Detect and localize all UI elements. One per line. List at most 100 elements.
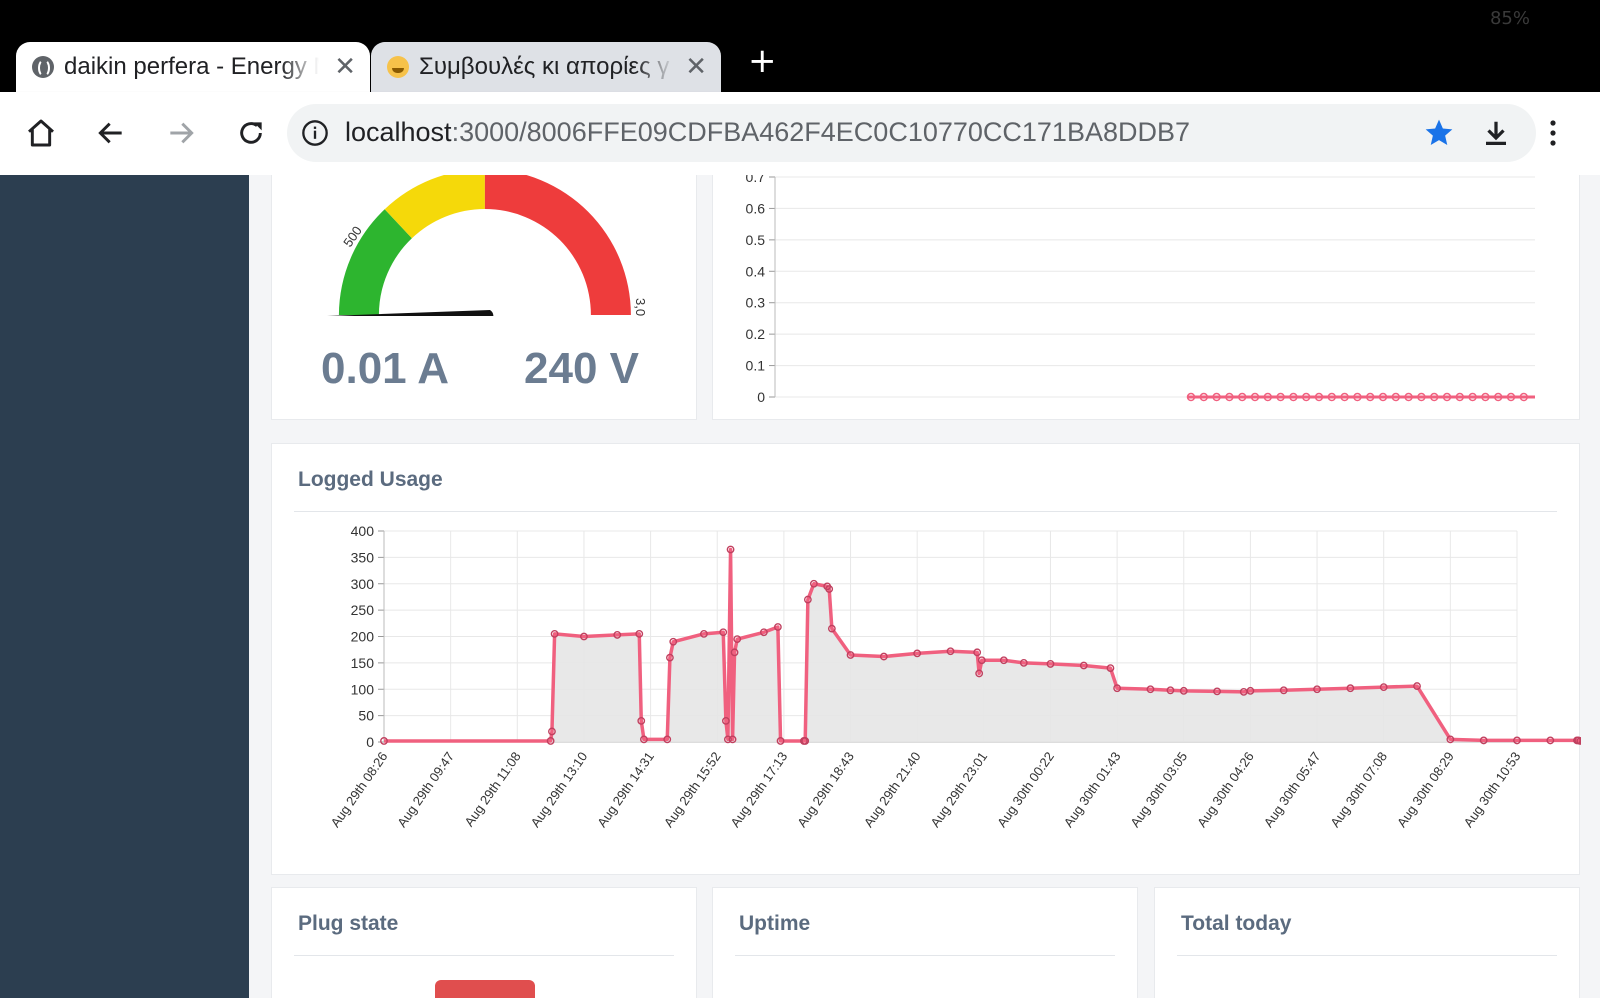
data-point [1186, 392, 1196, 402]
url-text[interactable]: localhost:3000/8006FFE09CDFBA462F4EC0C10… [345, 117, 1190, 148]
gauge-arc-green [338, 209, 412, 315]
gauge-needle [327, 310, 494, 316]
card-title: Total today [1181, 912, 1292, 935]
x-tick-label: Aug 30th 05:47 [1261, 749, 1324, 830]
new-tab-button[interactable]: + [748, 41, 777, 81]
data-point [730, 648, 739, 657]
x-tick-label: Aug 30th 08:29 [1394, 749, 1457, 830]
y-tick-label: 0.6 [746, 200, 766, 216]
x-tick-label: Aug 30th 03:05 [1127, 749, 1190, 830]
close-icon[interactable]: ✕ [334, 52, 356, 82]
divider [294, 955, 674, 956]
download-button[interactable] [1473, 110, 1519, 156]
data-point [548, 727, 556, 736]
gauge-tick-max: 3,000 [633, 298, 648, 316]
x-tick-label: Aug 30th 00:22 [994, 749, 1057, 830]
data-point [1579, 738, 1581, 744]
tab-title: daikin perfera - Energy M [64, 53, 319, 80]
bookmark-button[interactable] [1416, 110, 1462, 156]
data-point [1353, 392, 1362, 402]
data-point [1237, 392, 1247, 402]
total-today-card: Total today [1154, 887, 1580, 998]
y-tick-label: 0.5 [746, 232, 766, 248]
data-point [879, 652, 888, 661]
sidebar [0, 175, 249, 998]
data-point [846, 651, 855, 659]
data-point [1279, 686, 1288, 695]
y-tick-label: 300 [351, 576, 375, 592]
data-point [733, 635, 742, 644]
data-point [1519, 392, 1529, 402]
data-point [1276, 392, 1285, 402]
data-point [1113, 684, 1122, 693]
y-tick-label: 0.2 [746, 326, 766, 342]
data-point [1046, 660, 1055, 668]
reload-icon [240, 122, 262, 144]
data-point [546, 737, 555, 745]
x-tick-label: Aug 29th 15:52 [661, 749, 724, 830]
data-point [1213, 687, 1221, 696]
close-icon[interactable]: ✕ [685, 52, 707, 82]
card-title: Uptime [739, 912, 811, 935]
data-point [776, 737, 785, 745]
y-tick-label: 0.3 [746, 295, 766, 311]
data-point [1250, 392, 1260, 402]
voltage-reading: 240 V [524, 344, 639, 393]
data-point [1379, 683, 1388, 692]
data-point [1019, 658, 1028, 667]
back-button[interactable] [88, 110, 134, 156]
forward-button[interactable] [158, 110, 204, 156]
address-bar[interactable]: localhost:3000/8006FFE09CDFBA462F4EC0C10… [287, 104, 1536, 162]
x-tick-label: Aug 30th 10:53 [1461, 749, 1524, 830]
data-point [975, 669, 984, 678]
data-point [1446, 735, 1455, 744]
card-title: Plug state [298, 912, 399, 935]
data-point [1179, 686, 1188, 695]
data-point [1479, 736, 1488, 745]
x-tick-label: Aug 30th 07:08 [1327, 749, 1390, 830]
home-button[interactable] [18, 110, 64, 156]
data-point [977, 656, 986, 665]
data-point [550, 629, 559, 638]
data-point [1106, 664, 1115, 673]
data-point [1314, 392, 1324, 402]
x-tick-label: Aug 29th 14:31 [594, 749, 657, 830]
globe-icon [32, 56, 54, 78]
x-tick-label: Aug 29th 09:47 [394, 749, 457, 830]
plug-toggle-button[interactable] [435, 980, 535, 998]
info-icon[interactable] [301, 119, 329, 147]
arrow-left-icon [98, 122, 122, 144]
data-point [1513, 736, 1521, 745]
data-point [1417, 392, 1426, 402]
x-tick-label: Aug 29th 13:10 [528, 749, 591, 830]
data-point [1442, 392, 1452, 402]
x-tick-label: Aug 29th 21:40 [861, 749, 924, 830]
data-point [1313, 685, 1321, 694]
data-point [773, 623, 782, 631]
tab-forum[interactable]: Συμβουλές κι απορίες γ ✕ [371, 42, 721, 92]
data-point [1246, 686, 1255, 695]
realtime-chart: 0 0.1 0.2 0.3 0.4 0.5 0.6 0.7 [746, 175, 1535, 405]
battery-indicator: 85% [1489, 8, 1530, 29]
reload-button[interactable] [228, 110, 274, 156]
x-tick-label: Aug 29th 23:01 [927, 749, 990, 830]
data-point [825, 585, 834, 593]
x-tick-label: Aug 29th 11:08 [461, 749, 523, 829]
menu-button[interactable] [1543, 110, 1563, 156]
data-point [1404, 392, 1413, 402]
tab-energy-monitor[interactable]: daikin perfera - Energy M ✕ [16, 42, 370, 92]
tab-title: Συμβουλές κι απορίες γ [419, 53, 670, 80]
home-icon [28, 119, 54, 147]
data-point [723, 735, 732, 744]
data-point [669, 637, 678, 646]
data-point [1199, 392, 1209, 402]
x-tick-label: Aug 29th 18:43 [794, 749, 857, 830]
browser-tab-strip: daikin perfera - Energy M ✕ Συμβουλές κι… [0, 34, 1600, 92]
y-tick-label: 0 [757, 389, 765, 405]
y-tick-label: 100 [351, 681, 375, 697]
data-point [1546, 736, 1555, 745]
data-point [1225, 392, 1234, 402]
y-tick-label: 150 [351, 655, 375, 671]
y-tick-label: 0.1 [746, 358, 766, 374]
